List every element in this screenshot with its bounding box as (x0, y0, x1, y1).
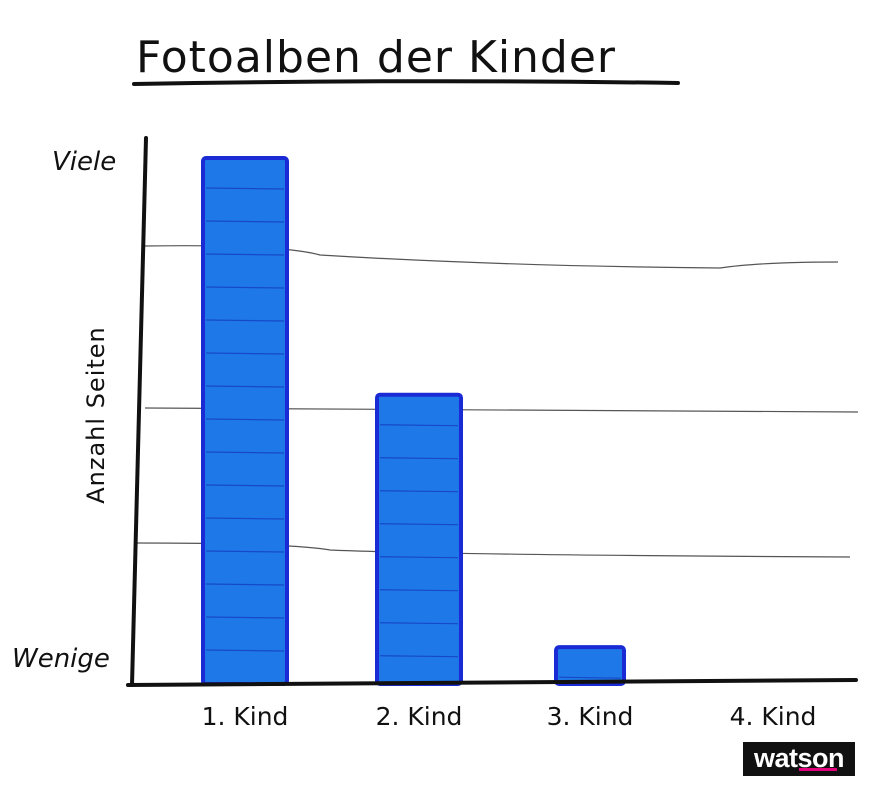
bar-stripe (205, 187, 285, 190)
bar-stripe (205, 418, 285, 421)
bar-stripe (379, 523, 459, 526)
bar-stripe (379, 622, 459, 625)
chart-title: Fotoalben der Kinder (136, 32, 616, 83)
bar-stripe (379, 490, 459, 493)
bar-stripe (205, 649, 285, 652)
bar-stripe (558, 676, 622, 679)
bar-stripe (379, 556, 459, 559)
bar-stripe (379, 589, 459, 592)
bar-3 (554, 645, 626, 686)
bar-stripe (205, 616, 285, 619)
bar-stripe (205, 583, 285, 586)
logo-accent (799, 768, 837, 771)
bar-stripe (205, 253, 285, 256)
bar-stripe (205, 220, 285, 223)
category-label: 3. Kind (547, 702, 634, 731)
bar-stripe (205, 319, 285, 322)
bar-stripe (379, 457, 459, 460)
bar-stripe (205, 517, 285, 520)
bar-stripe (205, 352, 285, 355)
x-axis (126, 678, 858, 687)
category-label: 1. Kind (202, 702, 289, 731)
bar-stripe (205, 484, 285, 487)
bar-stripe (379, 424, 459, 427)
bar-2 (375, 392, 463, 686)
y-tick-label-bottom: Wenige (12, 644, 110, 674)
y-tick-label-top: Viele (52, 147, 116, 177)
bar-stripe (205, 286, 285, 289)
category-labels: 1. Kind 2. Kind 3. Kind 4. Kind (202, 702, 817, 731)
bar-stripe (379, 655, 459, 658)
y-axis (130, 136, 148, 687)
bar-stripe (205, 550, 285, 553)
category-label: 2. Kind (376, 702, 463, 731)
category-label: 4. Kind (730, 702, 817, 731)
title-underline (132, 79, 680, 86)
bar-stripe (205, 451, 285, 454)
bar-1 (201, 156, 289, 686)
bars (201, 156, 626, 686)
bar-stripe (205, 385, 285, 388)
y-axis-label: Anzahl Seiten (82, 326, 110, 504)
